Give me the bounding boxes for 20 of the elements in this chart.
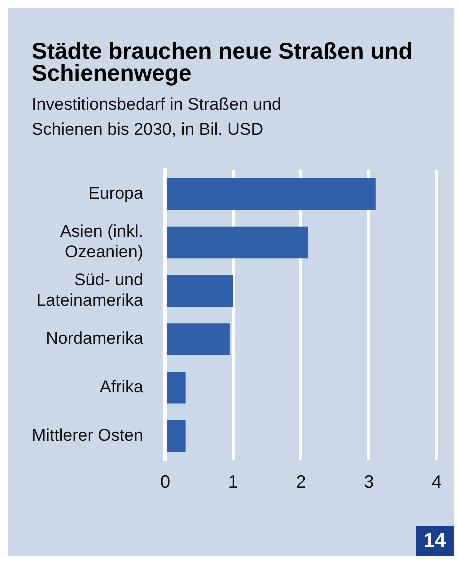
- text: 14: [416, 526, 454, 556]
- y-tick-label: Nordamerika: [46, 329, 144, 348]
- y-tick-label: Europa: [88, 184, 144, 204]
- bar: [166, 226, 308, 259]
- bar: [166, 420, 186, 452]
- bar: [166, 275, 234, 307]
- chart-subtitle: Investitionsbedarf in Straßen und Schienen bis 2030, in Bil. USD: [32, 94, 282, 141]
- x-tick-label: 2: [296, 472, 306, 492]
- y-tick-label: Mittlerer Osten: [32, 426, 144, 445]
- x-tick-label: 3: [364, 472, 374, 492]
- x-tick-label: 1: [228, 472, 238, 492]
- x-tick-label: 4: [432, 472, 442, 492]
- x-tick-label: 0: [160, 472, 170, 492]
- bar: [166, 178, 376, 210]
- y-tick-label: Afrika: [100, 378, 144, 397]
- bar: [166, 324, 230, 356]
- chart-title: Städte brauchen neue Straßen und Schienenwege: [32, 38, 414, 86]
- bar: [166, 372, 186, 404]
- y-tick-label: Süd- und Lateinamerika: [36, 270, 144, 310]
- y-tick-label: Asien (inkl. Ozeanien): [60, 222, 144, 262]
